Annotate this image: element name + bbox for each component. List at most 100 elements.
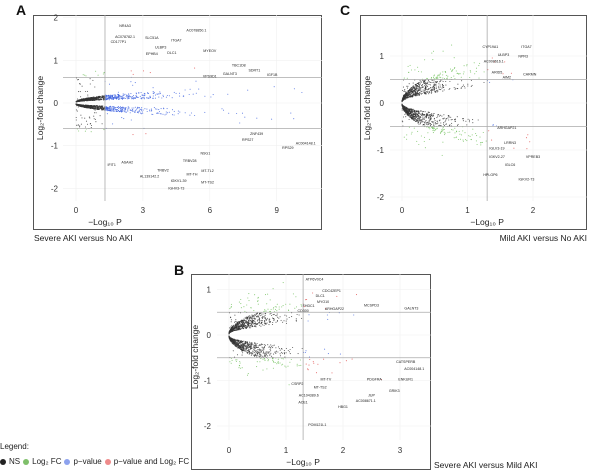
point-ns [251, 347, 253, 350]
point-ns [255, 350, 257, 353]
point-ns [230, 319, 232, 321]
point-ns [418, 123, 420, 125]
point-log2fc [460, 76, 462, 78]
point-ns [424, 123, 426, 125]
point-pvalue [210, 96, 212, 98]
point-log2fc [469, 135, 471, 137]
point-ns [275, 347, 277, 349]
point-ns [431, 121, 434, 123]
point-log2fc [480, 144, 482, 146]
point-pvalue-and-fc [529, 141, 531, 143]
point-log2fc [417, 66, 419, 68]
gene-label: ENKUR1 [398, 378, 413, 382]
point-ns [249, 345, 251, 347]
point-log2fc [433, 75, 435, 77]
point-pvalue [109, 109, 111, 111]
point-log2fc [259, 361, 261, 363]
point-ns [243, 323, 245, 325]
point-log2fc [475, 132, 477, 135]
point-log2fc [235, 360, 237, 363]
point-ns [100, 99, 103, 101]
point-ns [417, 114, 419, 116]
point-log2fc [229, 308, 231, 310]
point-ns [419, 118, 421, 121]
point-log2fc [274, 361, 276, 364]
point-ns [254, 345, 256, 347]
point-pvalue [492, 123, 494, 126]
point-ns [259, 352, 261, 355]
point-ns [443, 114, 445, 116]
point-ns [432, 79, 434, 81]
point-pvalue-and-fc [308, 364, 310, 366]
point-pvalue [146, 97, 148, 99]
point-ns [242, 342, 244, 345]
point-ns [260, 350, 262, 352]
point-ns [268, 318, 270, 320]
point-ns [80, 123, 82, 125]
point-ns [426, 113, 428, 115]
gene-label: AC004148.1 [404, 367, 424, 371]
point-ns [412, 87, 414, 89]
point-ns [449, 80, 451, 83]
point-pvalue [154, 97, 156, 99]
point-pvalue [489, 81, 491, 83]
point-ns [258, 324, 260, 326]
point-ns [79, 126, 81, 128]
point-pvalue [114, 110, 116, 112]
point-ns [417, 83, 420, 86]
point-ns [428, 120, 430, 122]
point-ns [285, 347, 287, 350]
point-pvalue [130, 109, 132, 111]
point-pvalue [273, 86, 275, 88]
point-log2fc [470, 138, 472, 140]
point-pvalue [166, 108, 168, 110]
point-log2fc [440, 129, 443, 131]
point-ns [248, 341, 251, 343]
point-log2fc [464, 132, 466, 134]
point-log2fc [436, 128, 438, 130]
gene-label: NPR3 [518, 54, 528, 58]
point-ns [418, 84, 420, 86]
point-ns [257, 351, 259, 353]
point-ns [405, 95, 407, 97]
point-ns [94, 107, 96, 110]
point-ns [232, 328, 234, 331]
point-log2fc [281, 306, 283, 308]
point-ns [91, 96, 93, 99]
point-ns [429, 114, 431, 116]
point-ns [427, 111, 430, 113]
point-log2fc [481, 141, 484, 143]
point-pvalue [190, 112, 193, 114]
point-ns [422, 124, 424, 126]
point-log2fc [468, 135, 470, 137]
point-pvalue [168, 111, 170, 113]
point-ns [241, 348, 243, 351]
point-ns [239, 320, 241, 322]
point-log2fc [444, 132, 446, 134]
point-ns [77, 91, 80, 93]
point-ns [277, 351, 279, 353]
point-ns [239, 347, 241, 349]
point-ns [283, 352, 285, 354]
point-pvalue [118, 96, 120, 98]
point-log2fc [478, 65, 480, 67]
point-log2fc [240, 303, 242, 305]
point-ns [251, 316, 253, 318]
point-pvalue [117, 96, 120, 98]
point-pvalue [114, 96, 116, 98]
point-ns [78, 104, 80, 106]
panel-b-letter: B [174, 262, 185, 278]
point-ns [429, 116, 432, 118]
point-ns [100, 109, 103, 111]
point-log2fc [274, 306, 276, 308]
point-ns [435, 81, 437, 83]
point-pvalue [106, 97, 108, 99]
point-log2fc [78, 130, 80, 132]
point-log2fc [418, 143, 420, 146]
point-ns [235, 345, 237, 347]
point-pvalue [173, 91, 175, 93]
point-ns [277, 346, 280, 348]
x-axis-title: −Log₁₀ P [286, 457, 320, 467]
point-ns [443, 125, 445, 127]
point-log2fc [300, 364, 302, 366]
